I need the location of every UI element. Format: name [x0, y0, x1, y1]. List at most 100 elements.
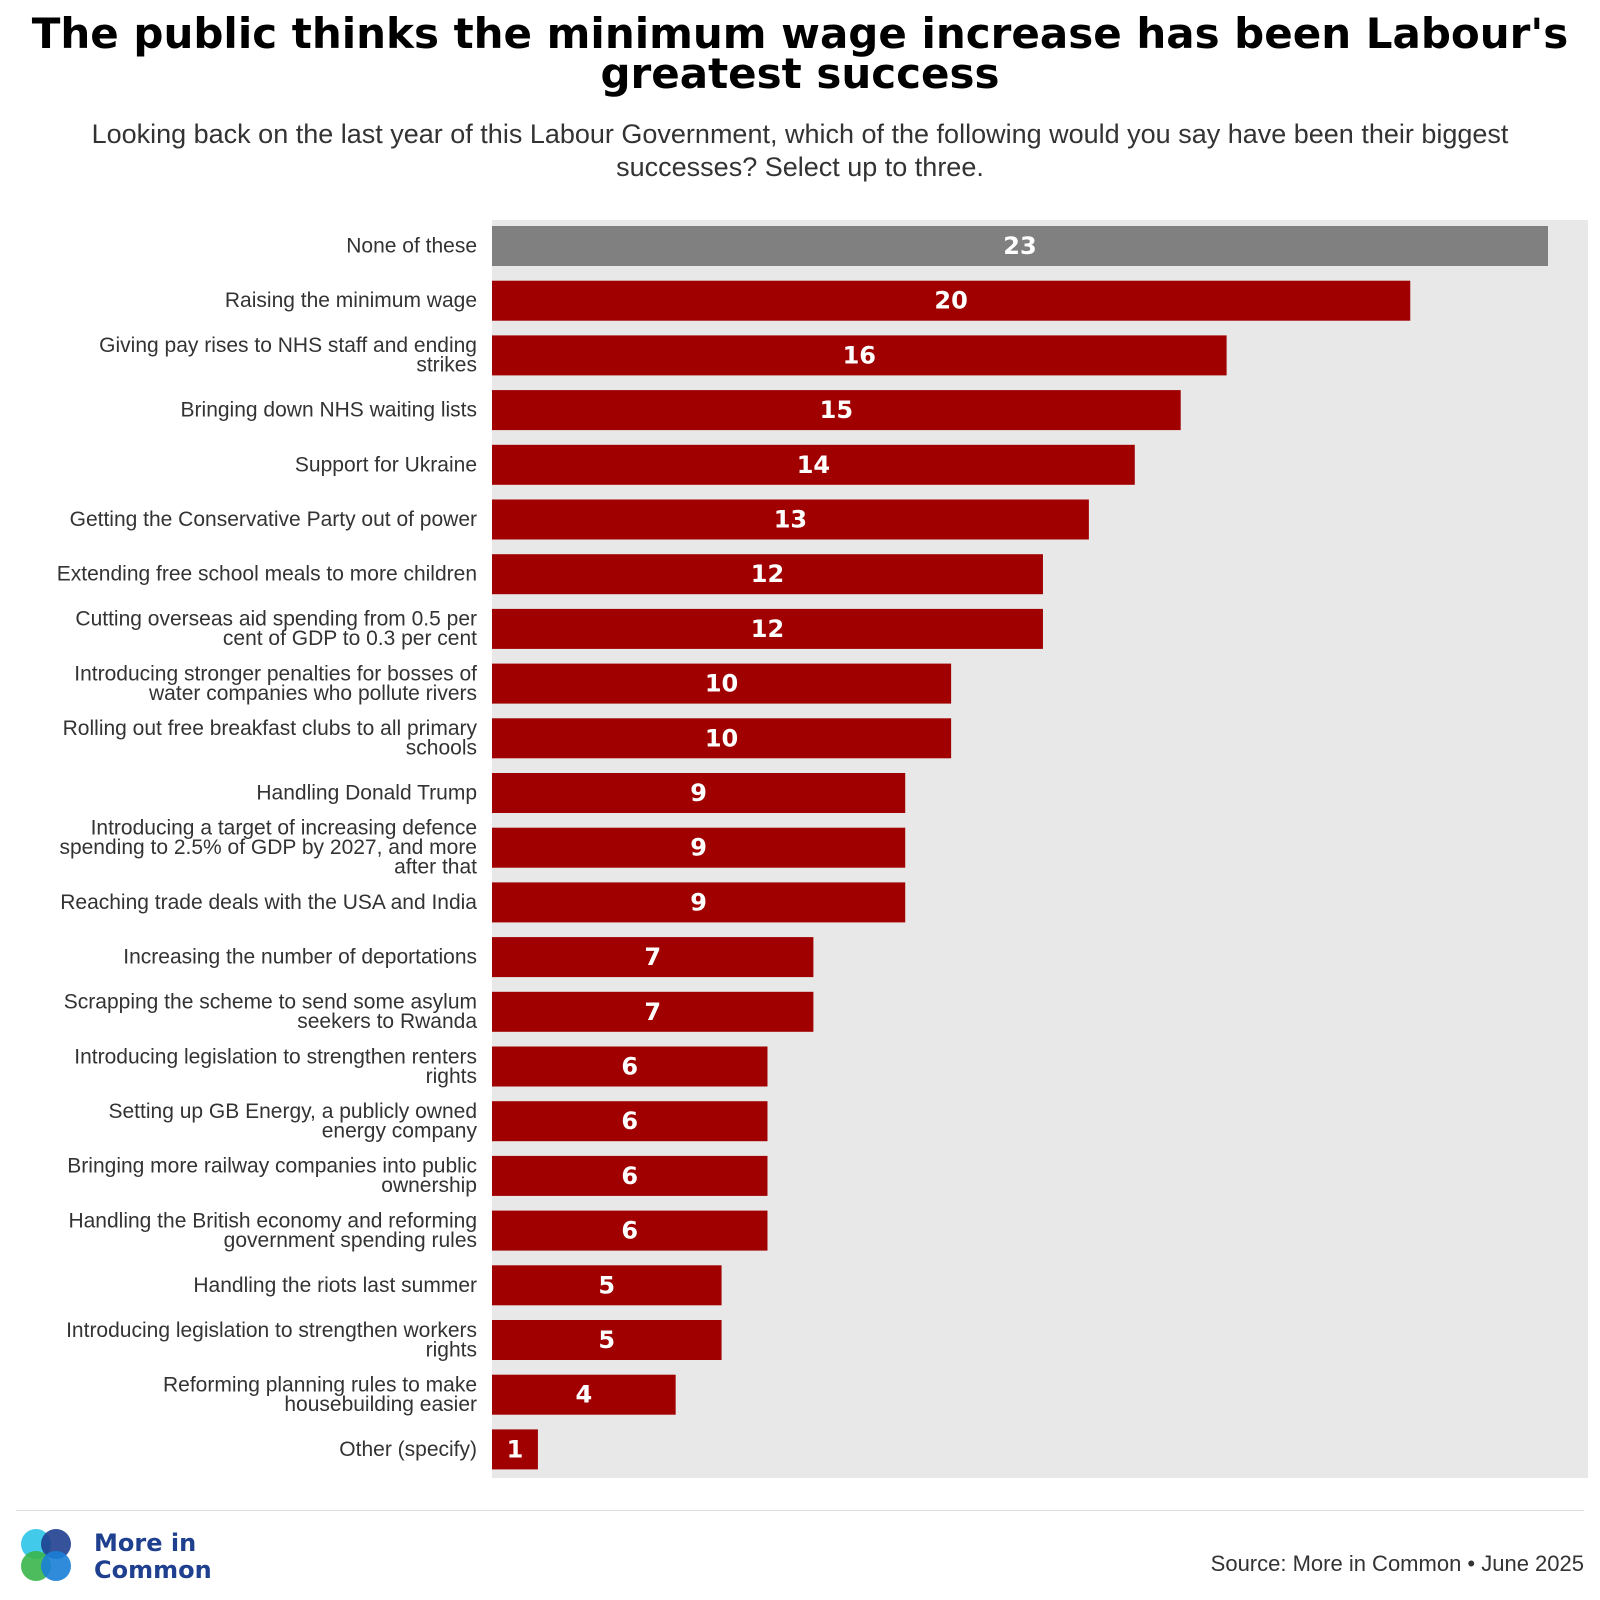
category-label-line: Extending free school meals to more chil…	[57, 563, 477, 586]
category-label: Introducing legislation to strengthen wo…	[66, 1319, 477, 1362]
bar	[492, 1046, 768, 1087]
bar	[492, 280, 1411, 321]
bar-value-label: 15	[820, 396, 853, 424]
bar	[492, 1374, 676, 1415]
category-label-line: Rolling out free breakfast clubs to all …	[63, 717, 478, 740]
bar-value-label: 5	[598, 1271, 615, 1299]
category-label: Giving pay rises to NHS staff and ending…	[99, 334, 477, 377]
bar	[492, 1320, 722, 1360]
bar-value-label: 7	[644, 998, 661, 1026]
bar-value-label: 14	[797, 451, 830, 479]
bar-value-label: 1	[507, 1435, 524, 1463]
category-label-line: rights	[426, 1065, 477, 1088]
category-label-line: Reforming planning rules to make	[163, 1373, 477, 1396]
bar-value-label: 12	[751, 560, 784, 588]
bar-value-label: 6	[621, 1217, 638, 1245]
category-label-line: Scrapping the scheme to send some asylum	[64, 991, 477, 1014]
category-label-line: Raising the minimum wage	[225, 289, 477, 312]
category-label-line: schools	[406, 737, 477, 760]
category-label: Setting up GB Energy, a publicly owned en…	[109, 1100, 478, 1143]
category-label-line: Getting the Conservative Party out of po…	[70, 508, 477, 531]
category-label: Scrapping the scheme to send some asylum…	[64, 991, 478, 1034]
logo-wordmark: More in Common	[94, 1530, 212, 1584]
bar	[492, 827, 906, 868]
category-label-line: spending to 2.5% of GDP by 2027, and mor…	[59, 836, 477, 859]
category-label-line: None of these	[346, 235, 477, 258]
category-label: Introducing a target of increasing defen…	[59, 817, 477, 879]
category-label-line: after that	[394, 856, 477, 879]
category-label-line: rights	[426, 1338, 477, 1361]
bar-value-label: 16	[843, 341, 876, 369]
category-label-line: water companies who pollute rivers	[148, 682, 477, 705]
category-label: Cutting overseas aid spending from 0.5 p…	[75, 608, 477, 651]
bar	[492, 1265, 722, 1306]
category-label-line: housebuilding easier	[284, 1393, 477, 1416]
category-label-line: Giving pay rises to NHS staff and ending	[99, 334, 477, 357]
bar-value-label: 20	[934, 287, 967, 315]
chart-title: The public thinks the minimum wage incre…	[31, 9, 1569, 98]
logo-line-2: Common	[94, 1556, 212, 1584]
category-label-line: Handling Donald Trump	[256, 782, 477, 805]
category-label-line: Introducing legislation to strengthen re…	[74, 1045, 477, 1068]
category-label: Other (specify)	[339, 1438, 477, 1461]
category-label-line: Reaching trade deals with the USA and In…	[60, 891, 477, 914]
category-label-line: ownership	[381, 1174, 477, 1197]
bar-value-label: 6	[621, 1053, 638, 1081]
category-label: Reaching trade deals with the USA and In…	[60, 891, 477, 914]
category-label: Extending free school meals to more chil…	[57, 563, 477, 586]
category-label-line: Bringing down NHS waiting lists	[181, 399, 477, 422]
bar	[492, 554, 1043, 595]
category-label-line: Support for Ukraine	[295, 453, 477, 476]
bar	[492, 1210, 768, 1251]
category-label-line: government spending rules	[224, 1229, 477, 1252]
category-label: Introducing stronger penalties for bosse…	[74, 662, 477, 705]
bar	[492, 937, 814, 978]
bar	[492, 991, 814, 1032]
bar	[492, 718, 952, 759]
bar-value-label: 9	[690, 888, 707, 916]
category-label-line: Introducing legislation to strengthen wo…	[66, 1319, 477, 1342]
category-label: Reforming planning rules to make housebui…	[163, 1373, 477, 1416]
category-label-line: cent of GDP to 0.3 per cent	[223, 627, 477, 650]
category-label-line: Other (specify)	[339, 1438, 477, 1461]
category-label: Handling the British economy and reformi…	[68, 1209, 477, 1252]
chart-subtitle: Looking back on the last year of this La…	[91, 119, 1509, 182]
source-note: Source: More in Common • June 2025	[1210, 1551, 1584, 1576]
category-label-line: Handling the British economy and reformi…	[68, 1209, 477, 1232]
category-label-line: Setting up GB Energy, a publicly owned	[109, 1100, 478, 1123]
bar	[492, 1429, 538, 1470]
category-label-line: Bringing more railway companies into pub…	[67, 1155, 477, 1178]
category-label-line: Introducing a target of increasing defen…	[91, 817, 477, 840]
bar-value-label: 10	[705, 670, 738, 698]
bar-value-label: 9	[690, 779, 707, 807]
bar-value-label: 4	[575, 1381, 592, 1409]
category-label-line: Handling the riots last summer	[193, 1274, 477, 1297]
category-label: Rolling out free breakfast clubs to all …	[63, 717, 478, 760]
bar	[492, 335, 1227, 376]
bar	[492, 226, 1548, 266]
bar-value-label: 23	[1003, 232, 1036, 260]
category-label: Bringing more railway companies into pub…	[67, 1155, 477, 1198]
bar	[492, 444, 1135, 485]
bar-value-label: 10	[705, 724, 738, 752]
category-label: Handling Donald Trump	[256, 782, 477, 805]
category-label: Introducing legislation to strengthen re…	[74, 1045, 477, 1088]
category-label: Handling the riots last summer	[193, 1274, 477, 1297]
bar-value-label: 6	[621, 1107, 638, 1135]
bar-value-label: 13	[774, 506, 807, 534]
bar	[492, 663, 952, 704]
bar-value-label: 6	[621, 1162, 638, 1190]
bar	[492, 882, 906, 923]
category-label-line: Introducing stronger penalties for bosse…	[74, 662, 477, 685]
bar-chart: 23 None of these 20 Raising the minimum wag…	[57, 220, 1588, 1478]
bar	[492, 1155, 768, 1196]
bars-group: 23 None of these 20 Raising the minimum wag…	[57, 226, 1548, 1470]
bar-value-label: 12	[751, 615, 784, 643]
footer-divider	[16, 1510, 1584, 1511]
logo-line-1: More in	[94, 1529, 197, 1557]
category-label: Support for Ukraine	[295, 453, 477, 476]
more-in-common-logo-icon	[21, 1529, 71, 1581]
bar	[492, 608, 1043, 649]
bar-value-label: 5	[598, 1326, 615, 1354]
bar	[492, 1101, 768, 1142]
